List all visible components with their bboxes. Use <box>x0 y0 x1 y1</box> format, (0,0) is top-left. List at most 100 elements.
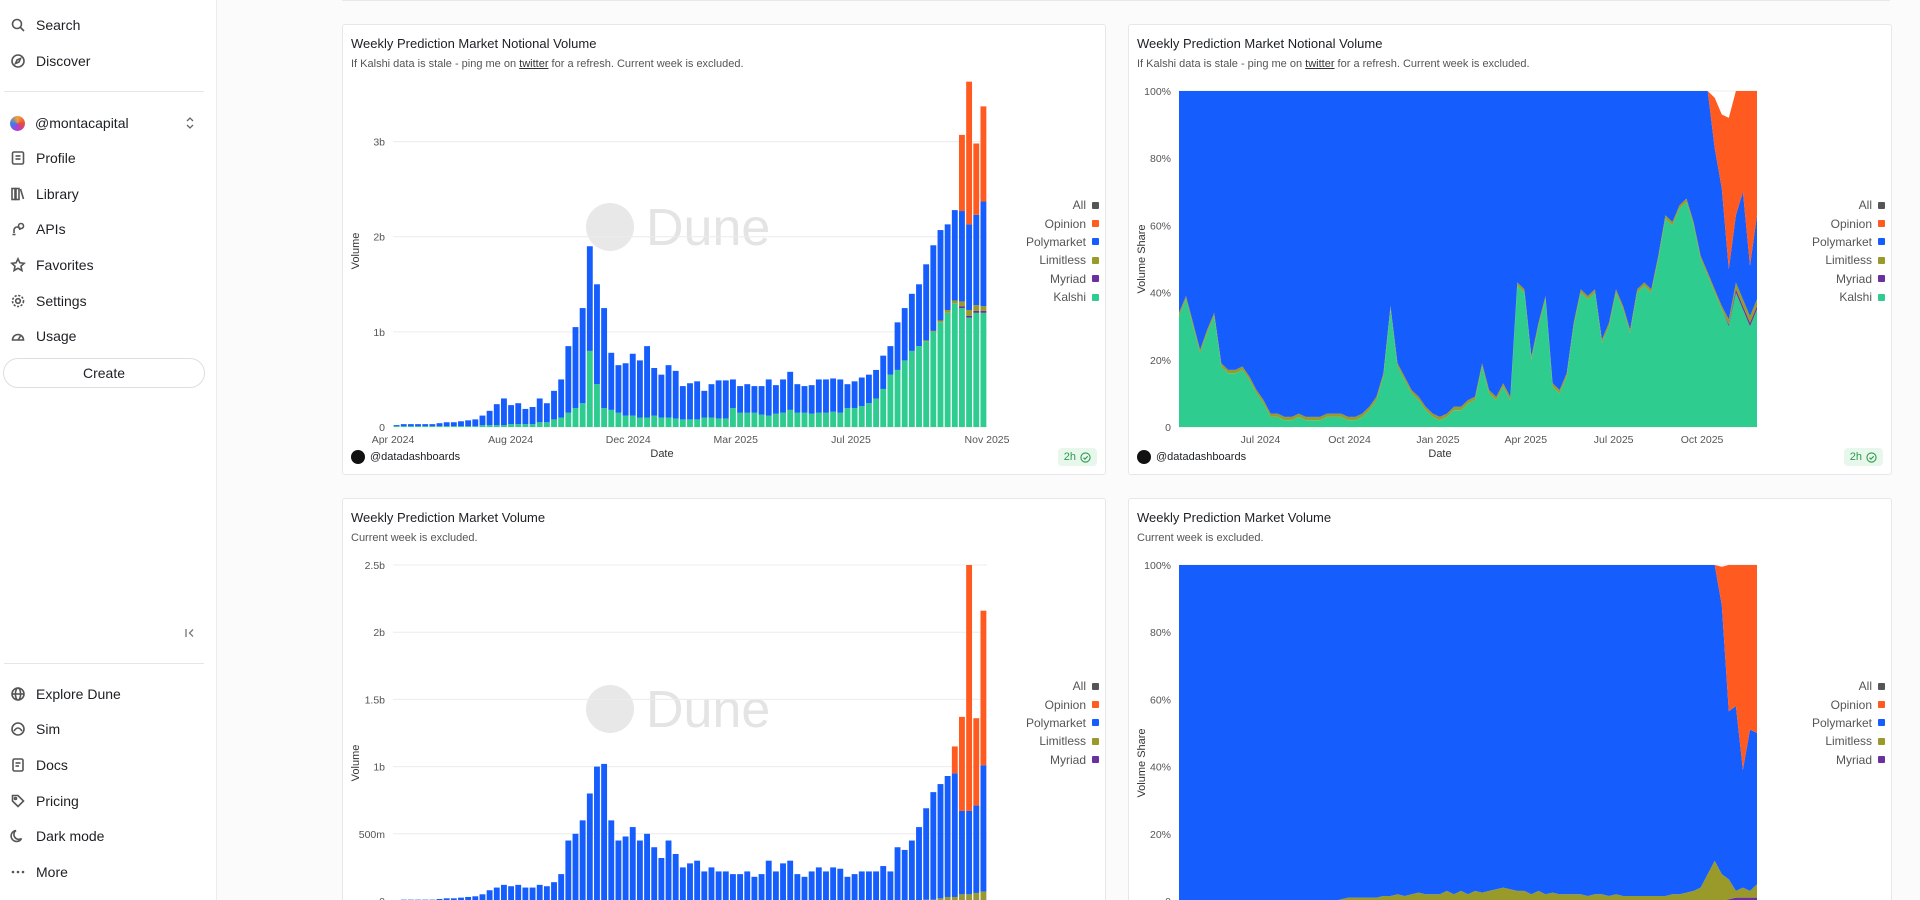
bar-kalshi[interactable] <box>522 424 529 427</box>
bar-polymarket[interactable] <box>830 378 837 412</box>
bar-polymarket[interactable] <box>758 874 765 900</box>
bar-myriad[interactable] <box>980 310 987 313</box>
bar-kalshi[interactable] <box>551 419 557 427</box>
bar-polymarket[interactable] <box>500 884 507 900</box>
bar-limitless[interactable] <box>923 340 930 342</box>
bar-kalshi[interactable] <box>823 412 829 427</box>
bar-kalshi[interactable] <box>737 412 744 427</box>
bar-polymarket[interactable] <box>429 424 436 427</box>
bar-polymarket[interactable] <box>558 874 565 900</box>
bar-limitless[interactable] <box>944 896 951 900</box>
bar-polymarket[interactable] <box>887 871 894 900</box>
bar-kalshi[interactable] <box>579 403 586 427</box>
bar-kalshi[interactable] <box>744 412 751 427</box>
bar-kalshi[interactable] <box>844 407 851 427</box>
bar-polymarket[interactable] <box>579 820 586 900</box>
bar-polymarket[interactable] <box>493 404 500 426</box>
bar-polymarket[interactable] <box>851 874 858 900</box>
bar-polymarket[interactable] <box>515 884 522 900</box>
bar-kalshi[interactable] <box>493 425 500 427</box>
bar-polymarket[interactable] <box>608 820 615 900</box>
bar-polymarket[interactable] <box>594 284 600 385</box>
freshness-badge[interactable]: 2h <box>1057 448 1097 466</box>
legend-item-all[interactable]: All <box>1812 677 1885 695</box>
bar-kalshi[interactable] <box>665 417 672 427</box>
bar-limitless[interactable] <box>980 306 987 311</box>
bar-polymarket[interactable] <box>551 882 557 900</box>
bar-polymarket[interactable] <box>644 833 650 900</box>
bar-limitless[interactable] <box>937 320 944 323</box>
bar-limitless[interactable] <box>930 330 937 332</box>
legend-item-polymarket[interactable]: Polymarket <box>1812 233 1885 251</box>
bar-polymarket[interactable] <box>780 379 786 413</box>
bar-limitless[interactable] <box>959 301 965 307</box>
bar-polymarket[interactable] <box>407 424 414 427</box>
legend-item-opinion[interactable]: Opinion <box>1812 695 1885 713</box>
bar-kalshi[interactable] <box>815 412 822 427</box>
bar-limitless[interactable] <box>951 896 958 900</box>
sidebar-item-search[interactable]: Search <box>10 11 80 39</box>
bar-polymarket[interactable] <box>765 379 772 416</box>
bar-polymarket[interactable] <box>636 840 643 900</box>
bar-polymarket[interactable] <box>880 355 887 389</box>
bar-polymarket[interactable] <box>529 407 536 425</box>
bar-polymarket[interactable] <box>787 860 794 900</box>
bar-kalshi[interactable] <box>937 322 944 427</box>
bar-polymarket[interactable] <box>801 876 808 900</box>
bar-kalshi[interactable] <box>916 346 922 427</box>
bar-polymarket[interactable] <box>744 384 751 413</box>
bar-polymarket[interactable] <box>808 871 815 900</box>
bar-kalshi[interactable] <box>808 413 815 427</box>
legend-item-polymarket[interactable]: Polymarket <box>1026 714 1099 732</box>
bar-myriad[interactable] <box>973 310 980 313</box>
bar-kalshi[interactable] <box>959 308 965 427</box>
bar-polymarket[interactable] <box>486 410 493 426</box>
legend-item-opinion[interactable]: Opinion <box>1026 695 1099 713</box>
bar-kalshi[interactable] <box>594 384 600 427</box>
legend-item-limitless[interactable]: Limitless <box>1812 251 1885 269</box>
bar-kalshi[interactable] <box>758 414 765 427</box>
bar-polymarket[interactable] <box>508 886 515 900</box>
area-kalshi[interactable] <box>1179 201 1757 427</box>
bar-kalshi[interactable] <box>586 350 593 427</box>
bar-polymarket[interactable] <box>565 346 572 413</box>
bar-kalshi[interactable] <box>529 424 536 427</box>
bar-polymarket[interactable] <box>708 867 715 900</box>
bar-polymarket[interactable] <box>815 867 822 900</box>
bar-kalshi[interactable] <box>908 350 915 427</box>
bar-kalshi[interactable] <box>880 388 887 427</box>
bar-polymarket[interactable] <box>722 380 729 419</box>
chart-plot[interactable]: Dune020%40%60%80%100%Volume Share <box>1129 499 1892 900</box>
area-myriad[interactable] <box>1179 897 1757 900</box>
bar-kalshi[interactable] <box>966 317 973 427</box>
legend-item-opinion[interactable]: Opinion <box>1026 214 1099 232</box>
bar-polymarket[interactable] <box>636 360 643 418</box>
bar-polymarket[interactable] <box>901 849 908 900</box>
bar-polymarket[interactable] <box>722 871 729 900</box>
bar-polymarket[interactable] <box>615 840 622 900</box>
bar-polymarket[interactable] <box>436 898 443 900</box>
bar-polymarket[interactable] <box>586 793 593 900</box>
bar-polymarket[interactable] <box>551 390 557 420</box>
bar-polymarket[interactable] <box>715 871 722 900</box>
bar-kalshi[interactable] <box>608 409 615 427</box>
bar-polymarket[interactable] <box>894 322 901 370</box>
bar-polymarket[interactable] <box>951 773 958 897</box>
bar-polymarket[interactable] <box>651 847 658 900</box>
bar-polymarket[interactable] <box>930 792 937 900</box>
bar-limitless[interactable] <box>937 898 944 900</box>
legend-item-all[interactable]: All <box>1812 196 1885 214</box>
bar-opinion[interactable] <box>973 718 980 806</box>
bar-polymarket[interactable] <box>701 390 708 418</box>
bar-polymarket[interactable] <box>908 840 915 900</box>
bar-opinion[interactable] <box>973 143 980 215</box>
bar-polymarket[interactable] <box>579 308 586 404</box>
bar-kalshi[interactable] <box>658 417 665 427</box>
bar-polymarket[interactable] <box>522 887 529 900</box>
bar-polymarket[interactable] <box>751 386 758 413</box>
bar-opinion[interactable] <box>959 134 965 212</box>
bar-polymarket[interactable] <box>443 422 450 427</box>
bar-kalshi[interactable] <box>443 426 450 427</box>
bar-limitless[interactable] <box>966 894 973 900</box>
bar-polymarket[interactable] <box>450 898 457 900</box>
